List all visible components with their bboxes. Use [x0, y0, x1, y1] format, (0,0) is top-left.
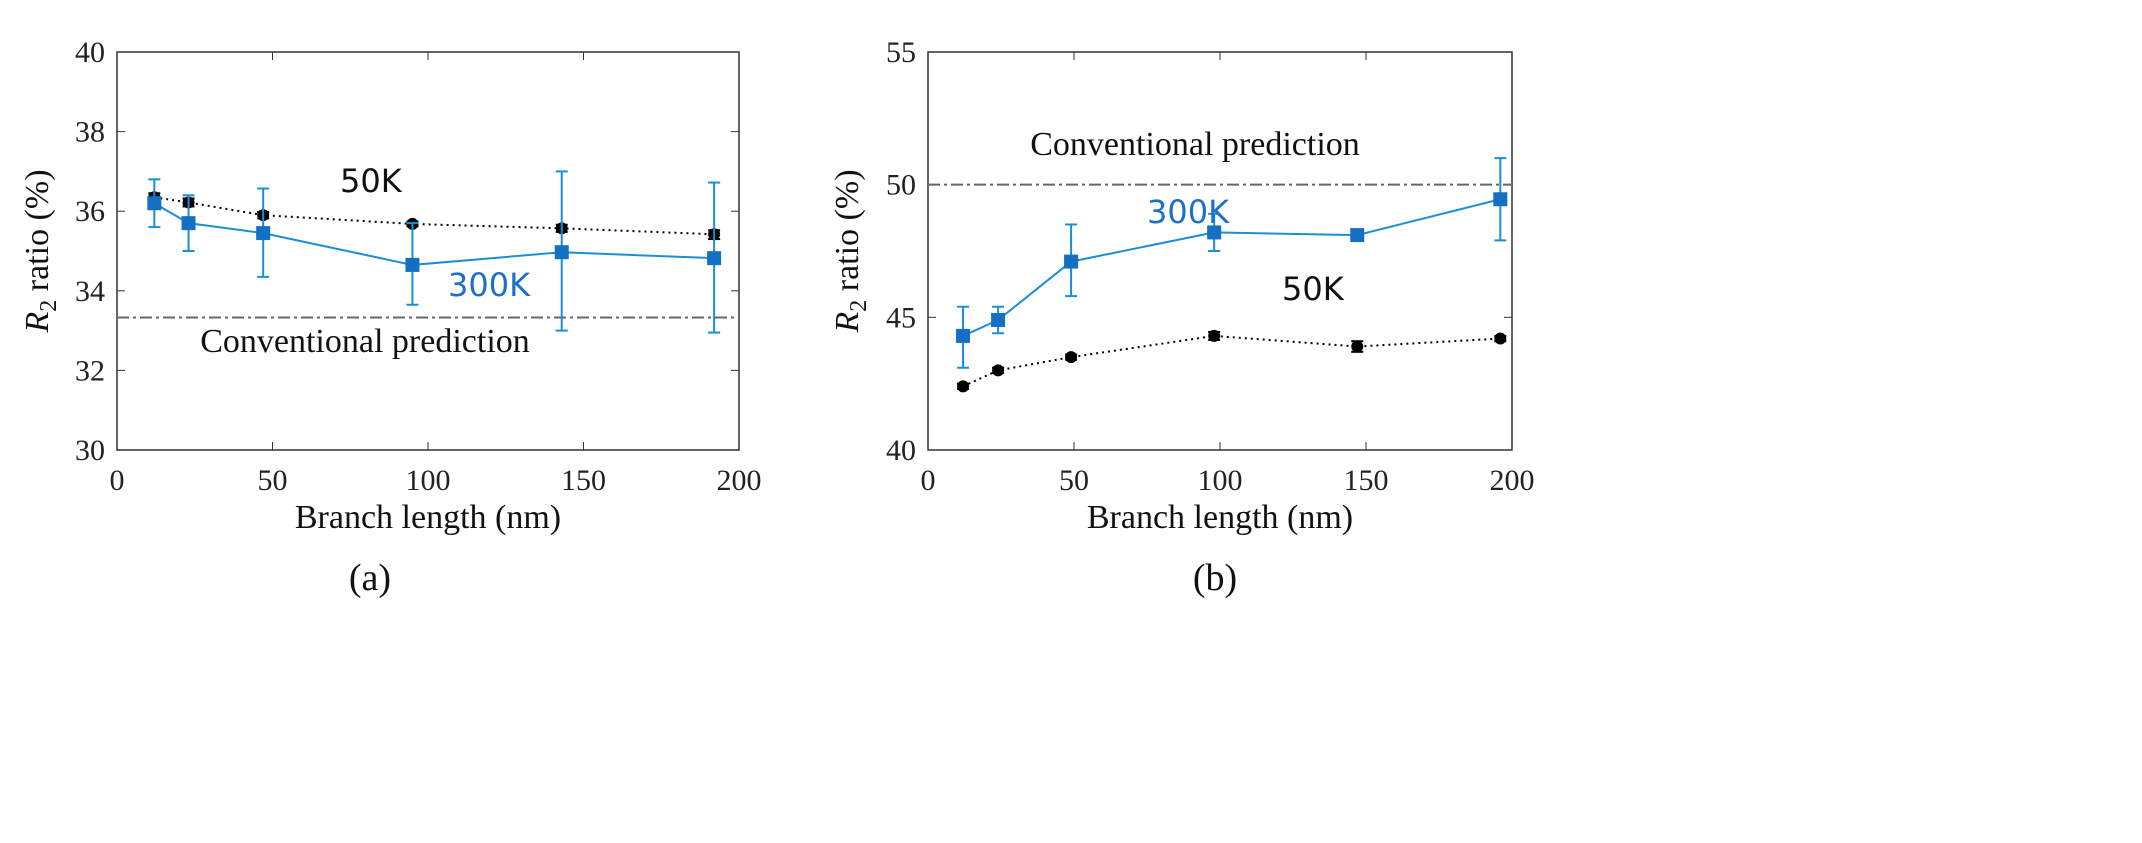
series-label: 300K [1147, 193, 1230, 231]
y-tick-label: 40 [886, 434, 916, 467]
x-axis-label: Branch length (nm) [295, 499, 561, 536]
y-tick-label: 32 [75, 354, 105, 387]
data-point [1064, 254, 1079, 269]
y-tick-label: 38 [75, 116, 105, 149]
data-point [181, 216, 196, 231]
data-point [1208, 329, 1221, 342]
y-tick-label: 50 [886, 169, 916, 202]
data-point [991, 312, 1006, 327]
series-label: 300K [448, 266, 531, 304]
data-point [1065, 351, 1078, 364]
y-tick-label: 45 [886, 301, 916, 334]
x-axis-label: Branch length (nm) [1087, 499, 1353, 536]
x-tick-label: 100 [1198, 464, 1243, 497]
x-tick-label: 0 [110, 464, 125, 497]
y-tick-label: 30 [75, 434, 105, 467]
y-tick-label: 55 [886, 36, 916, 69]
data-point [147, 196, 162, 211]
data-point [957, 380, 970, 393]
series-50K [957, 329, 1507, 393]
x-tick-label: 150 [1344, 464, 1389, 497]
panel-label: (b) [1193, 557, 1237, 599]
y-tick-label: 40 [75, 36, 105, 69]
y-tick-label: 36 [75, 195, 105, 228]
data-point [1350, 228, 1365, 243]
x-tick-label: 50 [258, 464, 288, 497]
series-50K [148, 191, 721, 241]
panel-label: (a) [349, 557, 391, 599]
data-point [992, 364, 1005, 377]
series-line [154, 196, 715, 236]
conventional-prediction-label: Conventional prediction [200, 323, 530, 360]
conventional-prediction-label: Conventional prediction [1030, 126, 1360, 163]
series-line [962, 198, 1501, 337]
x-tick-label: 50 [1059, 464, 1089, 497]
series-label: 50K [1282, 270, 1345, 308]
chart-panel-b: 0 50 100 150 200 40 45 50 55 Conventional predict… [829, 36, 1535, 599]
x-tick-label: 200 [1490, 464, 1535, 497]
plot-frame [116, 51, 740, 451]
y-axis-label: R2 ratio (%) [19, 169, 62, 333]
y-axis-label: R2 ratio (%) [829, 169, 872, 333]
data-point [1207, 225, 1222, 240]
x-tick-label: 100 [406, 464, 451, 497]
data-point [956, 328, 971, 343]
series-label: 50K [340, 162, 403, 200]
series-300K [147, 170, 722, 334]
chart-panel-a: 0 50 100 150 200 30 32 34 36 38 40 Conventional pre… [19, 36, 762, 599]
data-point [405, 257, 420, 272]
data-point [1493, 192, 1508, 207]
y-tick-label: 34 [75, 275, 105, 308]
series-line [153, 202, 715, 266]
series-line [962, 334, 1501, 388]
series-300K [956, 157, 1508, 369]
data-point [707, 251, 722, 266]
x-tick-label: 150 [561, 464, 606, 497]
x-tick-label: 200 [717, 464, 762, 497]
data-point [1351, 340, 1364, 353]
data-point [1494, 332, 1507, 345]
data-point [256, 226, 271, 241]
x-tick-label: 0 [921, 464, 936, 497]
data-point [554, 245, 569, 260]
